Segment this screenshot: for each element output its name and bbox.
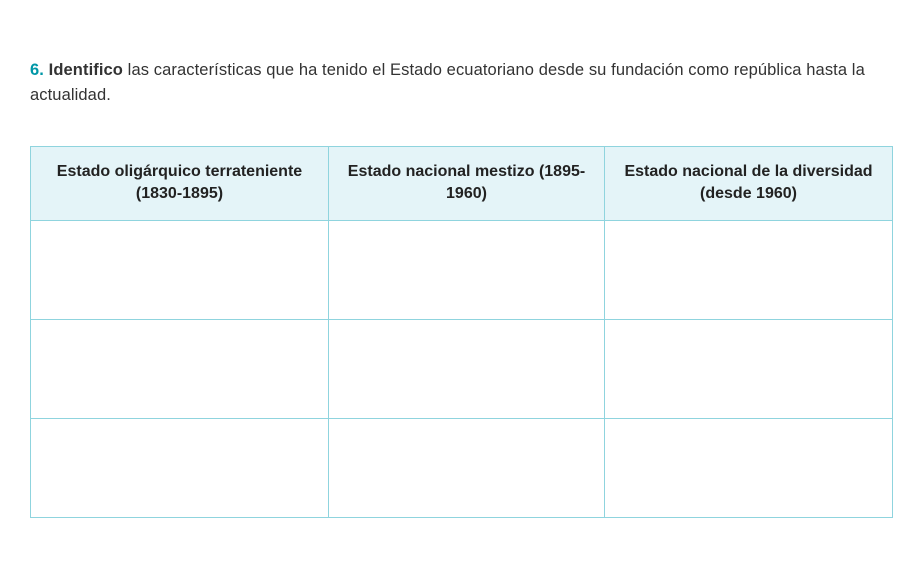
col-header-mestizo: Estado nacional mestizo (1895-1960)	[329, 146, 605, 220]
question-verb: Identifico	[49, 61, 123, 79]
cell[interactable]	[605, 319, 893, 418]
question-number: 6.	[30, 61, 44, 79]
table-row	[31, 319, 893, 418]
col-header-diversity: Estado nacional de la diversidad (desde …	[605, 146, 893, 220]
cell[interactable]	[31, 319, 329, 418]
table-row	[31, 220, 893, 319]
col-header-oligarchic: Estado oligárquico terrateniente (1830-1…	[31, 146, 329, 220]
characteristics-table: Estado oligárquico terrateniente (1830-1…	[30, 146, 893, 518]
table-header-row: Estado oligárquico terrateniente (1830-1…	[31, 146, 893, 220]
question-rest: las características que ha tenido el Est…	[30, 61, 865, 104]
cell[interactable]	[31, 418, 329, 517]
table-row	[31, 418, 893, 517]
cell[interactable]	[31, 220, 329, 319]
cell[interactable]	[329, 220, 605, 319]
cell[interactable]	[329, 319, 605, 418]
cell[interactable]	[605, 418, 893, 517]
question-text: 6. Identifico las características que ha…	[30, 58, 894, 108]
cell[interactable]	[605, 220, 893, 319]
cell[interactable]	[329, 418, 605, 517]
